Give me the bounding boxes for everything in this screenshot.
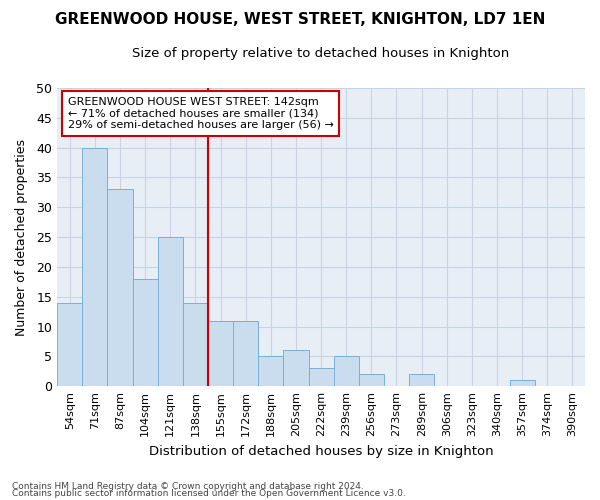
Bar bbox=[208, 320, 233, 386]
Bar bbox=[82, 148, 107, 386]
Bar bbox=[334, 356, 359, 386]
Bar bbox=[107, 190, 133, 386]
Bar bbox=[409, 374, 434, 386]
Bar bbox=[359, 374, 384, 386]
Bar bbox=[258, 356, 283, 386]
Bar bbox=[158, 237, 183, 386]
Bar bbox=[283, 350, 308, 386]
Y-axis label: Number of detached properties: Number of detached properties bbox=[15, 138, 28, 336]
Text: Contains HM Land Registry data © Crown copyright and database right 2024.: Contains HM Land Registry data © Crown c… bbox=[12, 482, 364, 491]
X-axis label: Distribution of detached houses by size in Knighton: Distribution of detached houses by size … bbox=[149, 444, 493, 458]
Title: Size of property relative to detached houses in Knighton: Size of property relative to detached ho… bbox=[133, 48, 510, 60]
Bar bbox=[509, 380, 535, 386]
Bar bbox=[57, 302, 82, 386]
Text: GREENWOOD HOUSE, WEST STREET, KNIGHTON, LD7 1EN: GREENWOOD HOUSE, WEST STREET, KNIGHTON, … bbox=[55, 12, 545, 28]
Bar bbox=[133, 279, 158, 386]
Bar bbox=[183, 302, 208, 386]
Text: Contains public sector information licensed under the Open Government Licence v3: Contains public sector information licen… bbox=[12, 490, 406, 498]
Bar bbox=[233, 320, 258, 386]
Bar bbox=[308, 368, 334, 386]
Text: GREENWOOD HOUSE WEST STREET: 142sqm
← 71% of detached houses are smaller (134)
2: GREENWOOD HOUSE WEST STREET: 142sqm ← 71… bbox=[68, 97, 334, 130]
